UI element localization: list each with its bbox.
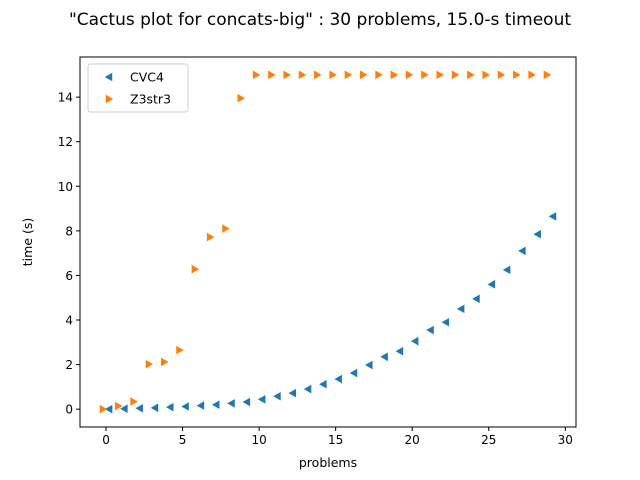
legend-item-cvc4: CVC4 (104, 70, 164, 85)
x-tick-label: 30 (558, 433, 573, 447)
data-point (329, 70, 337, 80)
data-point (227, 399, 235, 408)
data-point (191, 264, 200, 274)
data-point (349, 368, 358, 378)
data-point (268, 70, 276, 80)
data-point (298, 70, 307, 80)
data-point (543, 70, 552, 80)
legend-label: Z3str3 (130, 92, 171, 107)
legend-marker (104, 72, 113, 82)
x-axis-label: problems (299, 455, 357, 470)
data-point (242, 397, 251, 407)
data-point (176, 345, 184, 355)
data-point (222, 224, 230, 233)
y-axis-label: time (s) (20, 218, 35, 266)
legend-label: CVC4 (130, 70, 164, 85)
data-point (395, 346, 404, 356)
data-point (150, 403, 159, 413)
data-point (533, 229, 541, 239)
data-point (502, 265, 511, 275)
x-tick-label: 5 (179, 433, 187, 447)
y-axis-ticks: 0 2 4 6 8 10 12 14 (58, 91, 80, 417)
data-point (441, 317, 450, 327)
data-point (104, 404, 113, 414)
y-tick-label: 4 (65, 314, 73, 328)
data-point (513, 70, 521, 80)
data-point (456, 304, 465, 314)
data-point (237, 93, 246, 103)
y-tick-label: 2 (65, 358, 73, 372)
data-point (181, 402, 189, 411)
legend-item-z3str3: Z3str3 (105, 92, 171, 107)
data-point (252, 70, 261, 80)
x-axis-ticks: 0 5 10 15 20 25 30 (102, 427, 573, 447)
y-tick-label: 0 (65, 403, 73, 417)
data-point (334, 374, 342, 384)
data-point (344, 70, 353, 80)
legend-marker (105, 94, 114, 104)
data-point (314, 70, 322, 80)
x-tick-label: 15 (328, 433, 343, 447)
series-z3str3 (99, 70, 552, 414)
y-tick-label: 14 (58, 91, 73, 105)
data-point (135, 403, 143, 413)
data-point (528, 70, 536, 80)
y-tick-label: 8 (65, 224, 73, 238)
data-point (130, 397, 138, 406)
data-point (451, 70, 460, 80)
x-tick-label: 20 (405, 433, 420, 447)
data-point (390, 70, 399, 80)
data-point (365, 360, 373, 370)
data-point (145, 359, 154, 369)
data-point (436, 70, 445, 80)
plot-frame (79, 56, 577, 428)
data-point (482, 70, 490, 80)
data-point (206, 232, 215, 242)
data-point (467, 70, 475, 80)
data-point (319, 379, 327, 389)
data-point (518, 246, 526, 256)
data-point (99, 404, 108, 414)
x-tick-label: 0 (102, 433, 110, 447)
data-point (421, 70, 429, 80)
data-point (548, 212, 557, 221)
x-tick-label: 25 (481, 433, 496, 447)
data-point (375, 70, 383, 80)
y-tick-label: 10 (58, 180, 73, 194)
data-point (211, 400, 220, 410)
data-point (487, 280, 496, 289)
data-point (410, 336, 419, 346)
data-point (273, 391, 281, 401)
data-point (257, 395, 266, 404)
data-point (196, 401, 205, 410)
legend-box (87, 63, 189, 113)
x-tick-label: 10 (251, 433, 266, 447)
data-point (166, 402, 174, 412)
data-point (120, 404, 128, 414)
data-point (303, 384, 312, 394)
y-tick-label: 12 (58, 135, 73, 149)
y-tick-label: 6 (65, 269, 73, 283)
data-point (472, 294, 480, 304)
data-point (497, 70, 506, 80)
data-point (288, 388, 297, 398)
data-point (115, 401, 123, 411)
data-point (380, 352, 388, 362)
data-point (283, 70, 291, 80)
data-point (160, 357, 169, 367)
data-point (426, 325, 434, 335)
data-point (405, 70, 414, 80)
series-cvc4 (104, 212, 557, 414)
data-series (99, 70, 557, 414)
data-point (359, 70, 368, 80)
legend: CVC4 Z3str3 (87, 63, 189, 113)
chart-title: "Cactus plot for concats-big" : 30 probl… (69, 10, 571, 30)
